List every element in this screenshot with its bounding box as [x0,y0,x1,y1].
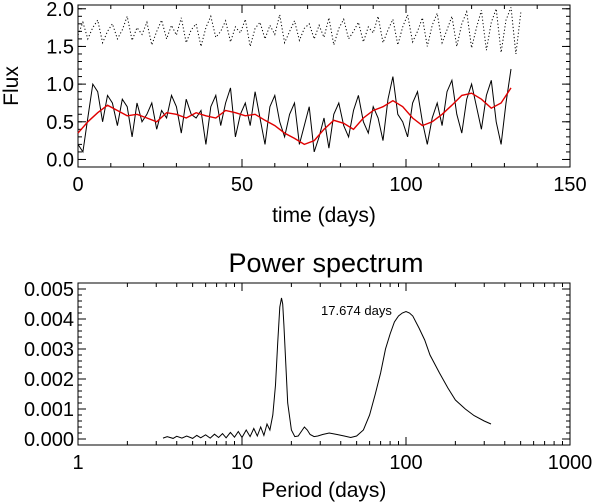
bottom-y-tick-label: 0.002 [24,369,74,391]
top-x-tick-label: 100 [389,174,422,196]
bottom-y-tick-label: 0.004 [24,309,74,331]
top-x-tick-label: 150 [553,174,586,196]
bottom-series-0-line [162,297,492,439]
bottom-y-tick-label: 0.005 [24,279,74,301]
bottom-plot-frame [77,282,571,446]
top-series-2-line [77,87,512,146]
top-series-1-line [77,68,512,154]
bottom-x-tick-label: 10 [231,452,253,474]
flux-time-chart: 0 50 100 150 0.0 0.5 1.0 1.5 2.0 time (days) Flu… [0,0,587,227]
bottom-x-tick-label: 100 [389,452,422,474]
top-series [77,7,522,154]
top-y-axis-title: Flux [0,66,23,106]
bottom-y-tick-label: 0.003 [24,339,74,361]
top-plot-frame [77,4,571,168]
period-annotation: 17.674 days [321,303,392,318]
top-y-tick-label: 1.5 [46,36,74,58]
top-y-tick-label: 0.5 [46,112,74,134]
bottom-x-tick-label: 1 [72,452,83,474]
top-series-0-line [77,7,522,55]
top-ticks: 0 50 100 150 0.0 0.5 1.0 1.5 2.0 [46,0,587,196]
top-x-axis-title: time (days) [272,204,376,227]
bottom-y-tick-label: 0.001 [24,399,74,421]
top-x-tick-label: 0 [72,174,83,196]
bottom-ticks: 1 10 100 1000 0.000 0.001 0.002 0.003 0.004 0.005 [24,279,592,474]
power-spectrum-chart: Power spectrum 1 10 100 1000 0.000 0.001 0.002… [24,248,592,502]
power-spectrum-title: Power spectrum [228,248,423,278]
top-y-tick-label: 2.0 [46,0,74,21]
bottom-y-tick-label: 0.000 [24,429,74,451]
bottom-x-tick-label: 1000 [548,452,593,474]
bottom-series [162,297,492,439]
top-y-tick-label: 0.0 [46,149,74,171]
top-y-tick-label: 1.0 [46,74,74,96]
bottom-x-axis-title: Period (days) [262,479,387,502]
top-x-tick-label: 50 [231,174,253,196]
